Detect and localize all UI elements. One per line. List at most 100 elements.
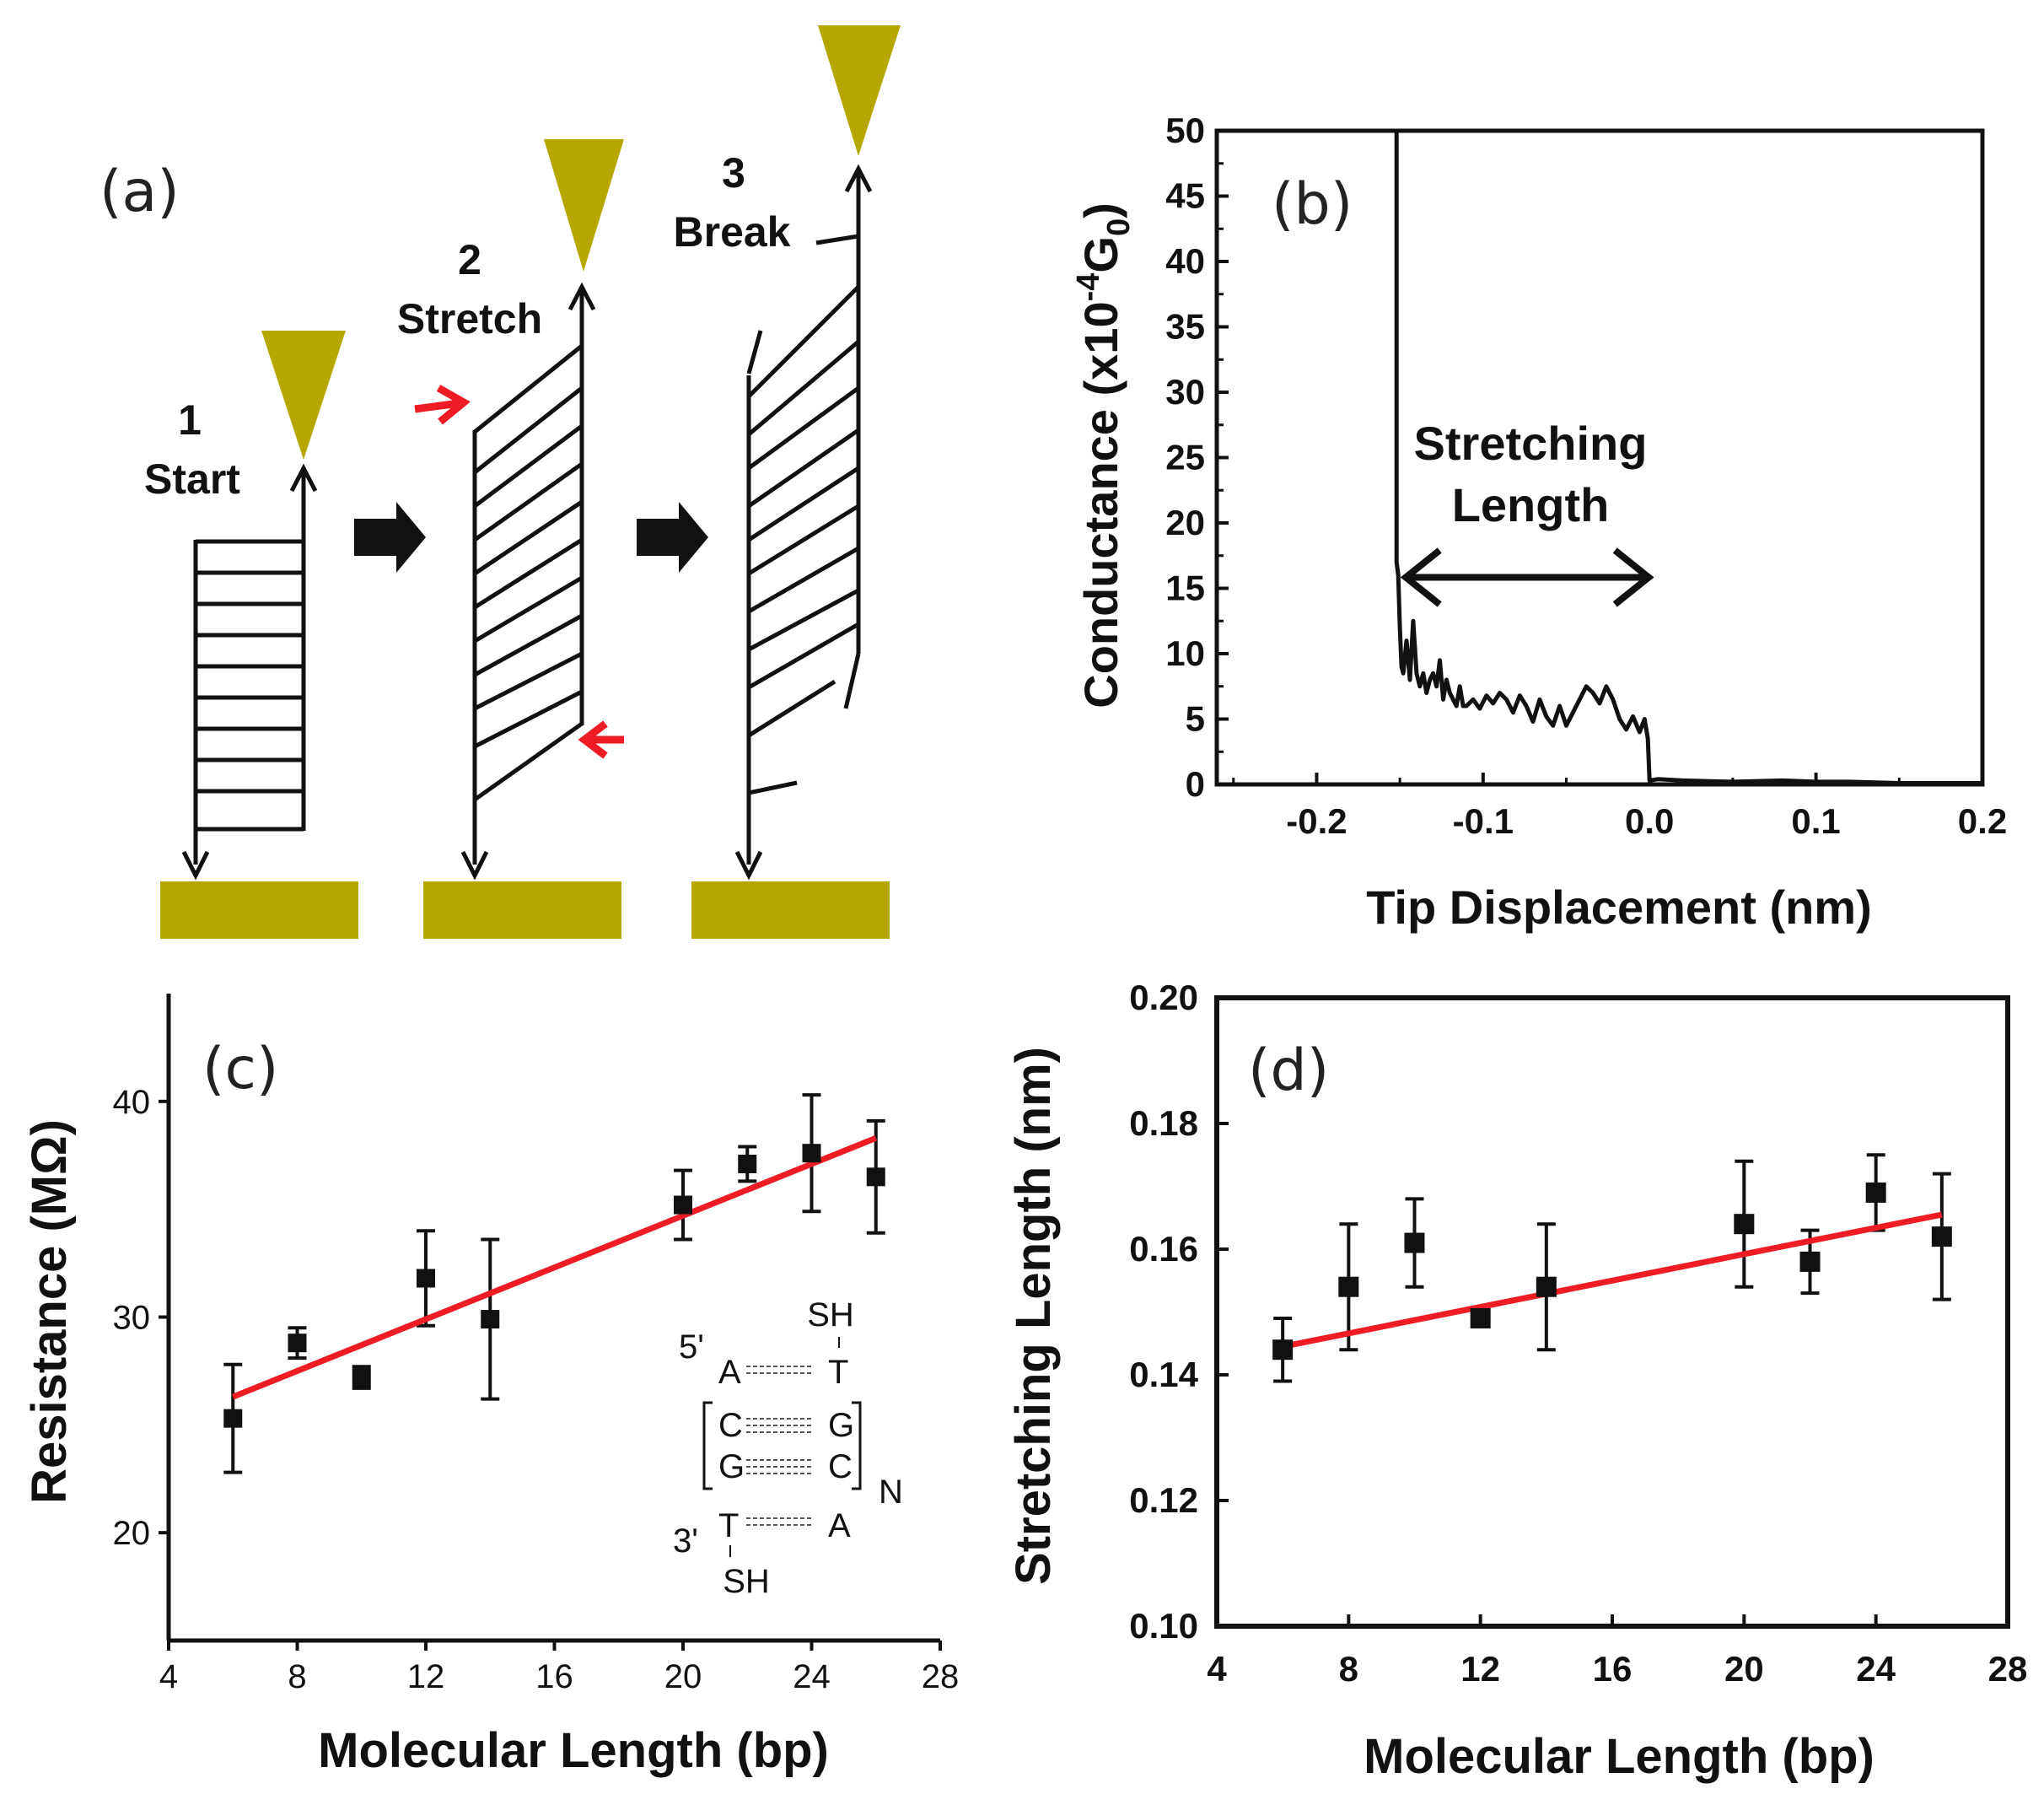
y-tick-label: 40 (1165, 241, 1205, 281)
inset-bottom-sh: SH (723, 1563, 770, 1600)
y-tick-label: 20 (113, 1515, 151, 1552)
y-tick-label: 20 (1165, 503, 1205, 542)
x-tick-label: 0.1 (1791, 801, 1840, 841)
x-tick-label: 28 (922, 1658, 960, 1695)
inset-base: C (718, 1407, 743, 1444)
x-tick-label: 0.2 (1958, 801, 2007, 841)
y-tick-label: 0 (1186, 764, 1205, 804)
y-tick-label: 15 (1165, 568, 1205, 608)
y-tick-label: 0.16 (1129, 1229, 1198, 1269)
inset-base: T (718, 1507, 739, 1544)
x-tick-label: 24 (793, 1658, 831, 1695)
y-tick-label: 45 (1165, 176, 1205, 216)
annotation-line1: Stretching (1414, 417, 1648, 470)
plot-b-xlabel: Tip Displacement (nm) (1366, 881, 1872, 934)
x-tick-label: 16 (1593, 1649, 1633, 1689)
x-tick-label: 12 (407, 1658, 445, 1695)
panel-d: (d) 4 8 12 16 20 24 28 0.10 0.12 0.14 0.16 0.18 0.20… (1006, 978, 2027, 1784)
step-2-name: Stretch (397, 295, 542, 342)
inset-top-sh: SH (807, 1296, 854, 1334)
y-tick-label: 30 (1165, 372, 1205, 412)
panel-a: (a) 1 Start (100, 25, 901, 939)
y-tick-label: 50 (1165, 110, 1205, 150)
plot-d-ylabel: Stretching Length (nm) (1006, 1047, 1061, 1585)
molecule-start (181, 463, 318, 881)
arrow-right-icon (354, 502, 426, 573)
data-point (802, 1144, 821, 1163)
data-point (417, 1269, 435, 1288)
inset-5prime: 5' (679, 1328, 704, 1366)
data-point (1799, 1251, 1821, 1272)
y-tick-label: 5 (1186, 699, 1205, 739)
x-tick-label: 16 (535, 1658, 573, 1695)
plot-d-marks (1272, 1153, 1952, 1383)
data-point (352, 1368, 371, 1387)
data-point (1470, 1307, 1491, 1328)
y-tick-label: 40 (113, 1084, 151, 1121)
x-tick-label: 8 (288, 1658, 306, 1695)
x-tick-label: -0.1 (1453, 801, 1514, 841)
y-tick-label: 0.18 (1129, 1103, 1198, 1143)
annotation-line2: Length (1452, 478, 1610, 531)
plot-d-ticks: 4 8 12 16 20 24 28 0.10 0.12 0.14 0.16 0.18 0.20 (1129, 978, 2027, 1689)
inset-repeat-n: N (879, 1474, 903, 1511)
arrow-head-right (1612, 547, 1654, 607)
step-1-number: 1 (178, 396, 202, 444)
electrode-icon (160, 881, 358, 939)
red-arrow-icon (414, 385, 471, 425)
panel-d-label: (d) (1248, 1037, 1329, 1104)
plot-b-ylabel: Conductance (x10-4G0) (1071, 202, 1137, 709)
x-tick-label: -0.2 (1286, 801, 1347, 841)
data-point (1865, 1182, 1886, 1203)
data-point (481, 1310, 500, 1329)
x-tick-label: 24 (1856, 1649, 1896, 1689)
molecule-stretch (460, 282, 596, 881)
data-point (674, 1195, 692, 1215)
x-tick-label: 4 (159, 1658, 178, 1695)
step-1-name: Start (144, 455, 240, 503)
inset-base: T (828, 1354, 848, 1391)
inset-base: G (828, 1407, 854, 1444)
plot-c-marks (223, 1093, 885, 1474)
dna-inset: SH 5' A T C G G C N T A 3' SH (673, 1296, 903, 1600)
step-3-number: 3 (722, 149, 745, 197)
plot-b-ticks: -0.2 -0.1 0.0 0.1 0.2 0 5 10 15 20 25 30 35 40 45 50 (1165, 110, 2007, 841)
data-point (1931, 1226, 1952, 1247)
data-point (223, 1409, 243, 1428)
data-point (1272, 1339, 1294, 1360)
electrode-icon (691, 881, 890, 939)
x-tick-label: 20 (664, 1658, 702, 1695)
inset-base: A (828, 1507, 851, 1544)
y-tick-label: 0.14 (1129, 1355, 1198, 1394)
fit-line (1282, 1211, 1943, 1350)
panel-b: (b) -0.2 -0.1 0.0 0.1 0.2 0 5 10 15 20 25 30 35 40 45 5… (1071, 110, 2007, 934)
plot-c-ylabel: Resistance (MΩ) (22, 1119, 77, 1504)
red-arrow-icon (578, 720, 624, 759)
y-tick-label: 0.10 (1129, 1606, 1198, 1646)
inset-3prime: 3' (673, 1522, 698, 1560)
tip-icon (261, 331, 346, 460)
y-tick-label: 35 (1165, 307, 1205, 347)
y-tick-label: 0.20 (1129, 978, 1198, 1017)
x-tick-label: 8 (1339, 1649, 1358, 1689)
stretching-length-arrow (1400, 547, 1654, 607)
inset-base: A (718, 1354, 741, 1391)
tip-icon (544, 139, 624, 272)
panel-a-label: (a) (100, 159, 180, 225)
plot-c-ticks: 4 8 12 16 20 24 28 20 30 40 (113, 1084, 960, 1695)
data-point (1734, 1214, 1755, 1235)
electrode-icon (423, 881, 621, 939)
y-tick-label: 0.12 (1129, 1480, 1198, 1520)
data-point (738, 1154, 757, 1173)
y-tick-label: 30 (113, 1300, 151, 1337)
conductance-trace (1394, 131, 1982, 785)
plot-c-xlabel: Molecular Length (bp) (318, 1723, 829, 1778)
arrow-head-left (1400, 547, 1442, 607)
data-point (1536, 1276, 1557, 1297)
arrow-right-icon (637, 502, 708, 573)
data-point (1338, 1276, 1359, 1297)
fit-line (231, 1135, 878, 1400)
x-tick-label: 12 (1460, 1649, 1500, 1689)
inset-base: G (718, 1448, 745, 1485)
y-tick-label: 25 (1165, 438, 1205, 477)
